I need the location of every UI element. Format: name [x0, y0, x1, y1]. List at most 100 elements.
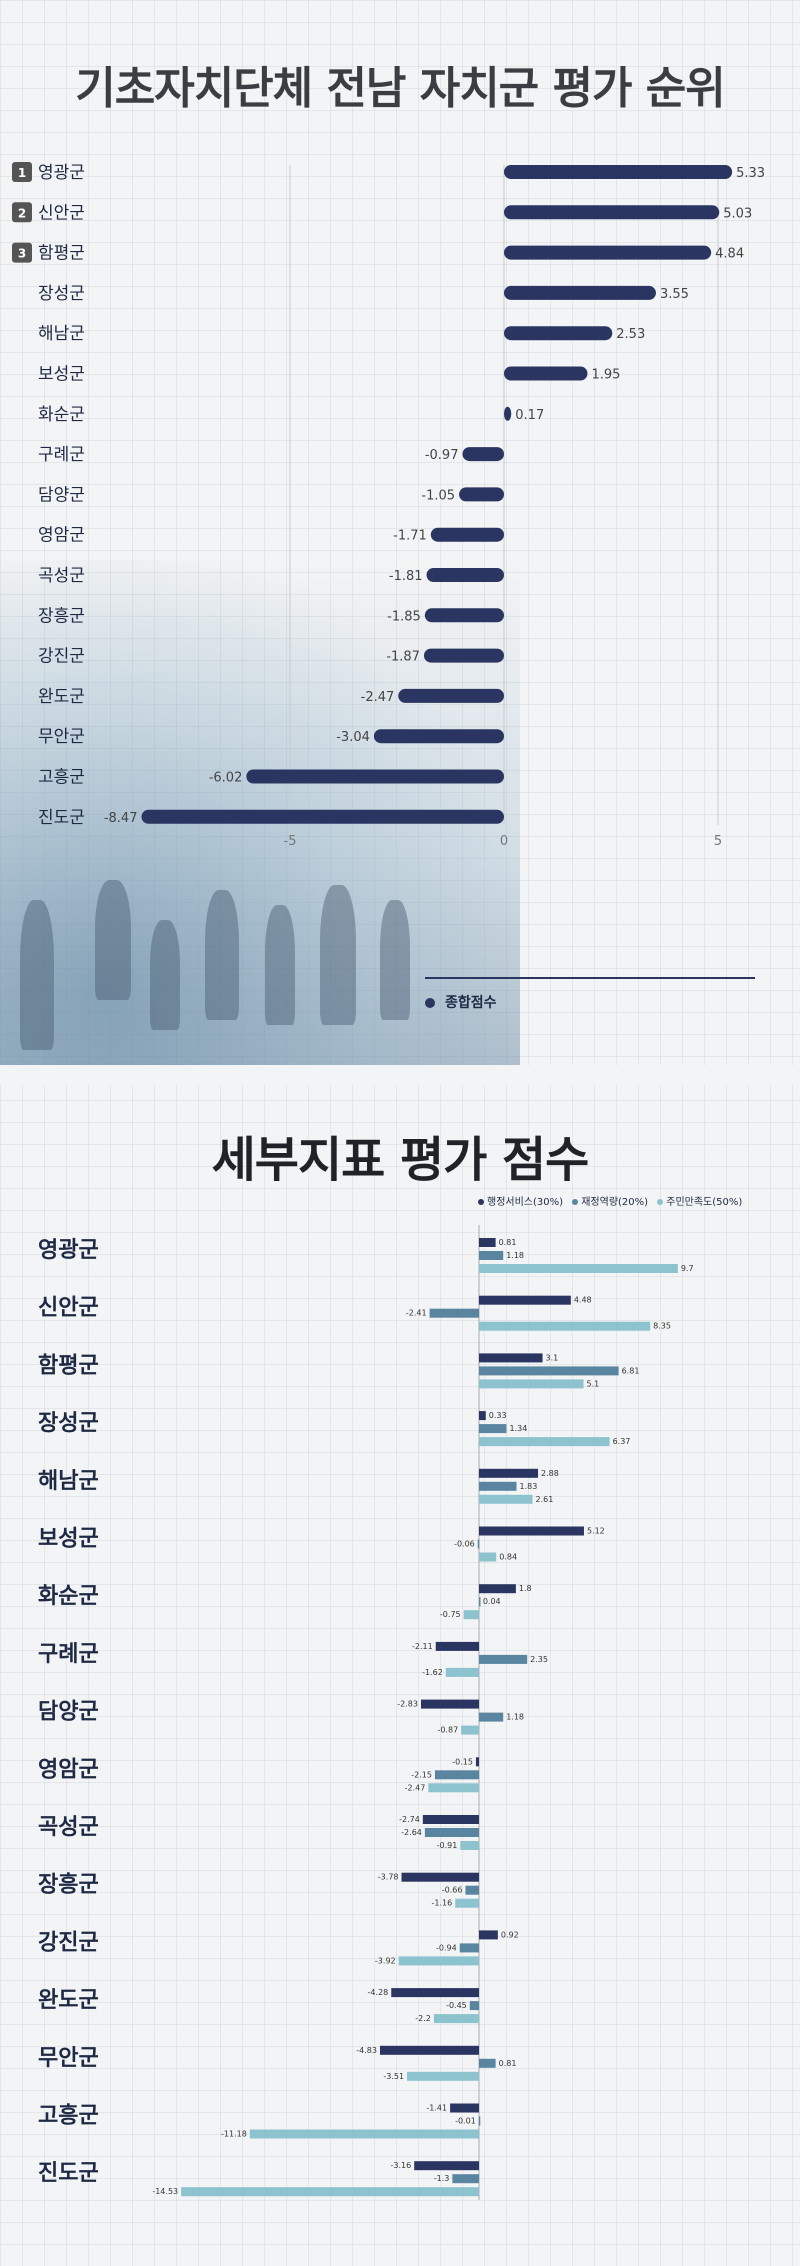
- category-label: 신안군: [38, 1296, 99, 1321]
- value-label: 1.95: [591, 368, 620, 383]
- x-tick-label: 5: [714, 834, 722, 849]
- bar-강진군-주민만족도(50%): [398, 1956, 479, 1966]
- legend-total-label: 종합점수: [445, 995, 497, 1011]
- bar-신안군: [504, 205, 720, 220]
- category-label: 영암군: [38, 1757, 99, 1782]
- value-label: -3.51: [383, 2072, 404, 2081]
- value-label: -2.83: [397, 1700, 418, 1709]
- bar-진도군-주민만족도(50%): [181, 2187, 479, 2197]
- total-score-chart: -5 0 5 5.33 영광군 1 5.03 신안군 2 4.84 함평군 3 3.55 장성군 2.53 해…: [12, 162, 765, 849]
- category-label: 장성군: [38, 1411, 99, 1436]
- category-label: 신안군: [38, 203, 85, 223]
- bar-장흥군-주민만족도(50%): [455, 1898, 479, 1908]
- value-label: -0.01: [455, 2117, 476, 2126]
- value-label: 5.03: [723, 206, 752, 221]
- bar-화순군-행정서비스(30%): [479, 1584, 516, 1594]
- bar-보성군-재정역량(20%): [477, 1539, 480, 1549]
- category-label: 무안군: [38, 727, 85, 747]
- category-label: 강진군: [38, 647, 85, 667]
- value-label: 1.18: [506, 1713, 524, 1722]
- bar-함평군: [504, 245, 712, 260]
- bar-장흥군-재정역량(20%): [465, 1885, 479, 1895]
- bar-담양군-행정서비스(30%): [420, 1699, 479, 1709]
- bar-고흥군-주민만족도(50%): [249, 2129, 479, 2139]
- value-label: -1.85: [387, 609, 421, 624]
- bar-해남군: [504, 326, 613, 341]
- category-label: 완도군: [38, 1988, 99, 2013]
- bar-해남군-재정역량(20%): [479, 1481, 517, 1491]
- value-label: -2.15: [411, 1770, 432, 1779]
- value-label: 2.53: [616, 327, 645, 342]
- category-label: 곡성군: [38, 566, 85, 586]
- value-label: -0.06: [454, 1540, 475, 1549]
- category-label: 영광군: [38, 1238, 99, 1263]
- value-label: 6.81: [622, 1366, 640, 1375]
- value-label: 0.04: [483, 1597, 501, 1606]
- value-label: -1.05: [421, 488, 455, 503]
- value-label: 1.8: [519, 1584, 532, 1593]
- value-label: -2.41: [406, 1309, 427, 1318]
- value-label: -2.74: [399, 1815, 420, 1824]
- rank-number: 3: [18, 247, 26, 261]
- value-label: -0.45: [446, 2001, 467, 2010]
- value-label: -0.91: [437, 1841, 458, 1850]
- bar-함평군-재정역량(20%): [479, 1366, 619, 1376]
- category-label: 구례군: [38, 1642, 99, 1667]
- value-label: -1.81: [389, 569, 423, 584]
- bar-곡성군: [426, 568, 504, 582]
- bar-구례군-재정역량(20%): [479, 1654, 528, 1664]
- value-label: 0.84: [499, 1553, 517, 1562]
- value-label: -1.87: [386, 650, 420, 665]
- bar-영광군: [504, 165, 733, 179]
- legend-label: 주민만족도(50%): [666, 1197, 743, 1208]
- category-label: 해남군: [38, 1469, 99, 1494]
- value-label: 1.83: [520, 1482, 538, 1491]
- legend-item-admin-service: 행정서비스(30%): [478, 1197, 563, 1208]
- bar-신안군-재정역량(20%): [429, 1308, 479, 1318]
- value-label: 3.1: [546, 1353, 559, 1362]
- value-label: -1.41: [426, 2104, 447, 2113]
- legend-dot-icon: [657, 1199, 664, 1205]
- value-label: 2.35: [530, 1655, 548, 1664]
- bar-장흥군-행정서비스(30%): [401, 1872, 479, 1882]
- legend-dot-icon: [572, 1199, 579, 1205]
- value-label: -1.3: [434, 2174, 450, 2183]
- bar-영광군-주민만족도(50%): [479, 1264, 678, 1273]
- bar-완도군-재정역량(20%): [469, 2001, 479, 2011]
- bar-해남군-주민만족도(50%): [479, 1494, 533, 1504]
- legend-label: 재정역량(20%): [581, 1197, 649, 1208]
- bar-보성군-행정서비스(30%): [479, 1526, 584, 1536]
- bar-함평군-행정서비스(30%): [479, 1353, 543, 1363]
- rank-badge: [12, 162, 32, 182]
- bar-화순군-재정역량(20%): [479, 1597, 481, 1607]
- category-label: 무안군: [38, 2046, 99, 2071]
- bar-강진군-행정서비스(30%): [479, 1930, 498, 1940]
- bar-강진군: [423, 648, 504, 663]
- bar-보성군: [504, 366, 588, 381]
- legend-separator-line: [425, 977, 755, 979]
- bar-영암군: [430, 527, 504, 542]
- category-label: 고흥군: [38, 768, 85, 788]
- value-label: 6.37: [613, 1437, 631, 1446]
- bar-구례군: [462, 447, 504, 462]
- category-label: 함평군: [38, 1353, 99, 1378]
- value-label: 0.33: [489, 1411, 507, 1420]
- value-label: -2.47: [361, 690, 395, 705]
- bar-영광군-재정역량(20%): [479, 1251, 504, 1260]
- rank-number: 1: [18, 166, 26, 180]
- bar-영암군-행정서비스(30%): [475, 1757, 479, 1767]
- section-divider: [0, 1065, 800, 1085]
- value-label: 2.88: [541, 1469, 559, 1478]
- total-legend: 종합점수: [425, 992, 497, 1012]
- bar-보성군-주민만족도(50%): [479, 1552, 497, 1562]
- bar-곡성군-행정서비스(30%): [422, 1815, 479, 1824]
- value-label: -1.16: [432, 1899, 453, 1908]
- category-label: 곡성군: [38, 1815, 99, 1840]
- bar-강진군-재정역량(20%): [459, 1943, 479, 1953]
- category-label: 담양군: [38, 1700, 99, 1725]
- value-label: 1.18: [506, 1251, 524, 1260]
- bar-장성군: [504, 285, 656, 300]
- legend-label: 행정서비스(30%): [487, 1197, 564, 1208]
- value-label: -3.92: [375, 1956, 396, 1965]
